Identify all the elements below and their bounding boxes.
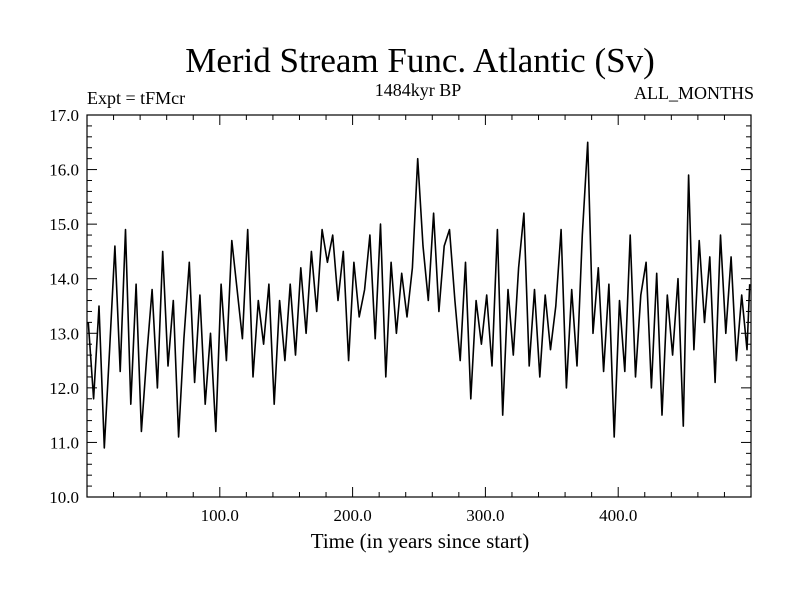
chart-title: Merid Stream Func. Atlantic (Sv) xyxy=(185,41,655,80)
y-axis: 10.0 11.0 12.0 13.0 14.0 15.0 16.0 17.0 xyxy=(49,106,751,507)
y-tick-label: 17.0 xyxy=(49,106,79,125)
x-axis-label: Time (in years since start) xyxy=(311,529,530,553)
y-tick-label: 15.0 xyxy=(49,215,79,234)
x-axis: 100.0 200.0 300.0 400.0 xyxy=(113,115,725,525)
y-tick-label: 10.0 xyxy=(49,488,79,507)
x-tick-label: 400.0 xyxy=(599,506,637,525)
y-tick-label: 14.0 xyxy=(49,270,79,289)
x-tick-label: 200.0 xyxy=(333,506,371,525)
months-label: ALL_MONTHS xyxy=(634,83,754,103)
x-tick-label: 300.0 xyxy=(466,506,504,525)
experiment-label: Expt = tFMcr xyxy=(87,88,185,108)
series-line xyxy=(87,141,751,449)
y-tick-label: 16.0 xyxy=(49,161,79,180)
y-tick-label: 11.0 xyxy=(50,433,79,452)
y-tick-label: 13.0 xyxy=(49,324,79,343)
x-tick-label: 100.0 xyxy=(201,506,239,525)
y-tick-label: 12.0 xyxy=(49,379,79,398)
plot-frame xyxy=(86,114,752,498)
date-label: 1484kyr BP xyxy=(375,80,462,100)
